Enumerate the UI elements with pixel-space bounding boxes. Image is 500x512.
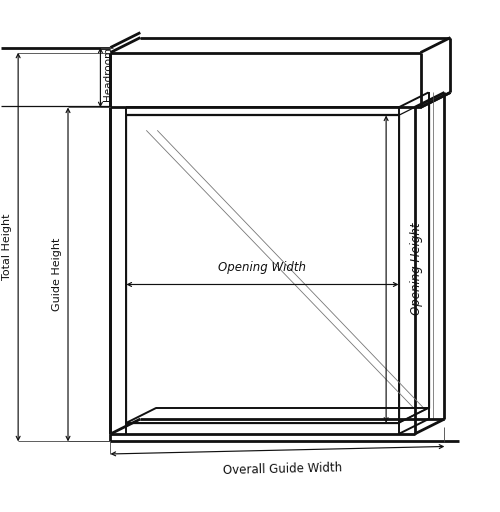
Text: Headroom: Headroom [103, 47, 113, 100]
Text: Total Height: Total Height [2, 214, 12, 280]
Text: Overall Guide Width: Overall Guide Width [222, 461, 342, 477]
Text: Guide Height: Guide Height [52, 238, 62, 311]
Text: Opening Height: Opening Height [410, 223, 422, 315]
Text: Opening Width: Opening Width [218, 261, 306, 273]
